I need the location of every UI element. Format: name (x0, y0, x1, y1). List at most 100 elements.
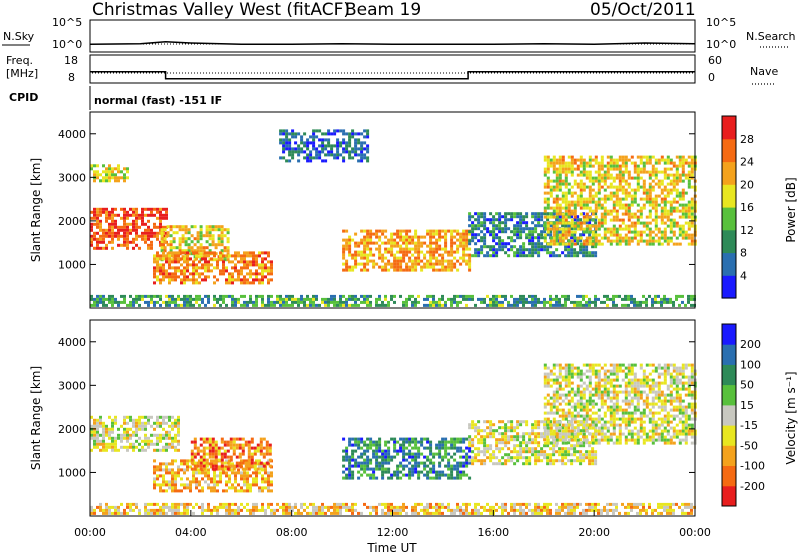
heatmap-cell (297, 297, 300, 301)
heatmap-cell (309, 297, 312, 301)
heatmap-cell (300, 300, 303, 304)
heatmap-cell (372, 452, 376, 456)
freq-tick-8: 8 (68, 71, 75, 84)
heatmap-cell (399, 464, 403, 468)
heatmap-cell (591, 242, 595, 246)
heatmap-cell (366, 235, 370, 239)
heatmap-cell (165, 234, 168, 238)
heatmap-cell (166, 225, 170, 229)
noise-tick-bottom-right: 10^0 (706, 38, 736, 51)
heatmap-cell (468, 426, 472, 430)
heatmap-cell (138, 213, 141, 217)
heatmap-cell (243, 477, 246, 481)
heatmap-cell (498, 447, 502, 451)
heatmap-cell (417, 446, 421, 450)
heatmap-cell (246, 474, 249, 478)
heatmap-cell (540, 447, 544, 451)
heatmap-cell (141, 297, 144, 301)
heatmap-cell (372, 473, 376, 477)
heatmap-cell (588, 158, 592, 162)
heatmap-cell (441, 265, 445, 269)
heatmap-cell (120, 176, 123, 180)
heatmap-cell (201, 263, 204, 267)
heatmap-cell (681, 236, 685, 240)
heatmap-cell (624, 242, 628, 246)
heatmap-cell (639, 239, 643, 243)
heatmap-cell (549, 459, 553, 463)
heatmap-cell (408, 437, 412, 441)
heatmap-cell (555, 426, 559, 430)
heatmap-cell (501, 300, 504, 304)
heatmap-cell (474, 447, 478, 451)
heatmap-cell (582, 459, 586, 463)
heatmap-cell (213, 266, 216, 270)
heatmap-cell (612, 200, 616, 204)
heatmap-cell (549, 227, 553, 231)
heatmap-cell (189, 489, 192, 493)
heatmap-cell (510, 426, 514, 430)
heatmap-cell (156, 260, 159, 264)
heatmap-cell (90, 240, 93, 244)
heatmap-cell (591, 158, 595, 162)
heatmap-cell (684, 209, 688, 213)
heatmap-cell (516, 300, 519, 304)
heatmap-cell (525, 248, 529, 252)
heatmap-cell (261, 281, 264, 285)
heatmap-cell (96, 421, 99, 425)
heatmap-cell (402, 268, 406, 272)
heatmap-cell (567, 378, 571, 382)
heatmap-cell (228, 260, 231, 264)
heatmap-cell (366, 300, 369, 304)
heatmap-cell (147, 231, 150, 235)
heatmap-cell (546, 444, 550, 448)
heatmap-cell (492, 303, 495, 307)
heatmap-cell (567, 369, 571, 373)
heatmap-cell (450, 259, 454, 263)
heatmap-cell (243, 459, 246, 463)
heatmap-cell (534, 450, 538, 454)
heatmap-cell (120, 445, 123, 449)
heatmap-cell (267, 272, 270, 276)
heatmap-cell (357, 446, 361, 450)
heatmap-cell (153, 213, 156, 217)
heatmap-cell (381, 303, 384, 307)
heatmap-cell (351, 150, 355, 154)
heatmap-cell (678, 209, 682, 213)
heatmap-cell (351, 449, 355, 453)
heatmap-cell (196, 246, 200, 250)
heatmap-cell (105, 430, 108, 434)
heatmap-cell (226, 443, 230, 447)
heatmap-cell (165, 442, 168, 446)
heatmap-cell (318, 150, 322, 154)
heatmap-cell (552, 233, 556, 237)
heatmap-cell (229, 464, 233, 468)
heatmap-cell (168, 483, 171, 487)
heatmap-cell (132, 213, 135, 217)
heatmap-cell (612, 167, 616, 171)
heatmap-cell (654, 300, 657, 304)
heatmap-cell (582, 161, 586, 165)
heatmap-cell (399, 446, 403, 450)
heatmap-cell (639, 233, 643, 237)
heatmap-cell (246, 281, 249, 285)
heatmap-cell (501, 230, 505, 234)
heatmap-cell (672, 182, 676, 186)
heatmap-cell (222, 254, 225, 258)
heatmap-cell (405, 262, 409, 266)
heatmap-cell (111, 222, 114, 226)
heatmap-cell (462, 294, 465, 298)
heatmap-cell (510, 212, 514, 216)
heatmap-cell (567, 435, 571, 439)
heatmap-cell (264, 266, 267, 270)
heatmap-cell (597, 191, 601, 195)
heatmap-cell (438, 247, 442, 251)
heatmap-cell (531, 251, 535, 255)
heatmap-cell (630, 203, 634, 207)
heatmap-cell (399, 238, 403, 242)
heatmap-cell (171, 480, 174, 484)
heatmap-cell (147, 421, 150, 425)
heatmap-cell (208, 234, 212, 238)
heatmap-cell (324, 147, 328, 151)
heatmap-cell (93, 442, 96, 446)
